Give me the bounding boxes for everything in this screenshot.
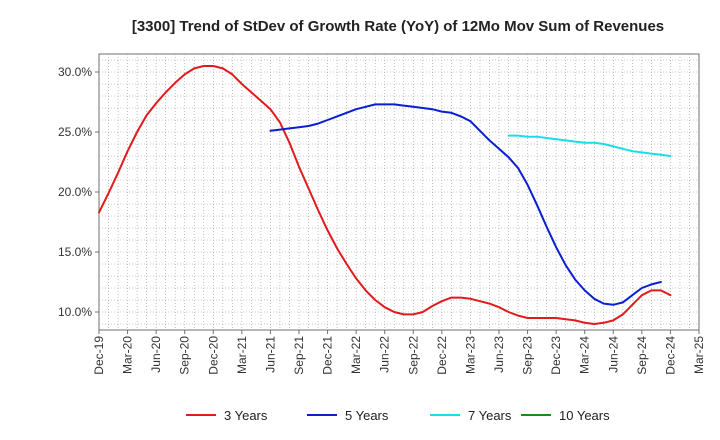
series-line-3-years (98, 65, 672, 325)
legend-label: 10 Years (559, 408, 610, 423)
x-tick-label: Mar-25 (692, 336, 706, 374)
x-tick-label: Sep-20 (178, 336, 192, 375)
x-tick-label: Jun-21 (263, 336, 277, 373)
y-tick-label: 25.0% (58, 125, 92, 139)
y-axis-ticks: 10.0% 15.0% 20.0% 25.0% 30.0% (58, 65, 99, 319)
y-tick-label: 10.0% (58, 305, 92, 319)
x-tick-label: Jun-20 (149, 336, 163, 373)
series-line-7-years (507, 134, 672, 157)
x-tick-label: Dec-20 (206, 336, 220, 375)
x-tick-label: Sep-22 (406, 336, 420, 375)
chart-title: [3300] Trend of StDev of Growth Rate (Yo… (132, 18, 664, 35)
y-tick-label: 30.0% (58, 65, 92, 79)
legend-label: 5 Years (345, 408, 389, 423)
y-tick-label: 20.0% (58, 185, 92, 199)
x-tick-label: Jun-24 (606, 336, 620, 373)
x-tick-label: Sep-24 (635, 336, 649, 375)
x-tick-label: Mar-20 (121, 336, 135, 374)
legend: 3 Years 5 Years 7 Years 10 Years (186, 408, 610, 423)
x-tick-label: Sep-21 (292, 336, 306, 375)
series-lines (98, 65, 672, 325)
x-tick-label: Mar-24 (578, 336, 592, 374)
x-tick-label: Mar-23 (463, 336, 477, 374)
x-tick-label: Dec-21 (321, 336, 335, 375)
x-tick-label: Jun-23 (492, 336, 506, 373)
x-tick-label: Mar-22 (349, 336, 363, 374)
x-axis-ticks: Dec-19 Mar-20 Jun-20 Sep-20 Dec-20 Mar-21 Jun-… (92, 330, 706, 375)
series-line-5-years (269, 103, 662, 306)
x-tick-label: Sep-23 (521, 336, 535, 375)
x-tick-label: Dec-24 (663, 336, 677, 375)
x-tick-label: Dec-22 (435, 336, 449, 375)
x-tick-label: Jun-22 (378, 336, 392, 373)
horizontal-gridlines (99, 59, 699, 325)
x-tick-label: Dec-19 (92, 336, 106, 375)
legend-label: 7 Years (468, 408, 512, 423)
x-tick-label: Mar-21 (235, 336, 249, 374)
y-tick-label: 15.0% (58, 245, 92, 259)
x-tick-label: Dec-23 (549, 336, 563, 375)
legend-label: 3 Years (224, 408, 268, 423)
